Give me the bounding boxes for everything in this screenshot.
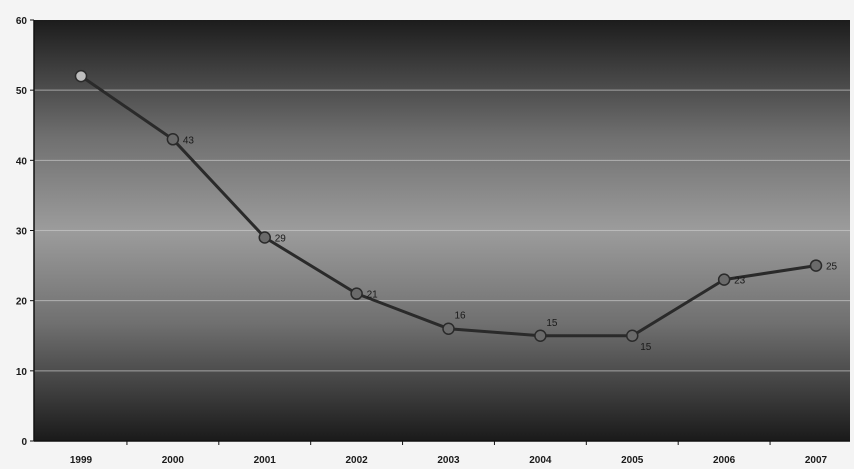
data-label-1: 43 bbox=[183, 135, 195, 146]
y-tick-label-6: 60 bbox=[16, 16, 28, 27]
y-tick-label-2: 20 bbox=[16, 297, 28, 308]
data-labels: 43 29 21 16 15 15 23 25 bbox=[183, 135, 838, 352]
y-tick-labels: 0 10 20 30 40 50 60 bbox=[16, 16, 28, 448]
x-tick-label-3: 2002 bbox=[346, 455, 369, 466]
x-tick-label-0: 1999 bbox=[70, 455, 93, 466]
y-tick-label-5: 50 bbox=[16, 86, 28, 97]
data-points bbox=[74, 69, 823, 342]
data-label-8: 25 bbox=[826, 262, 838, 273]
data-point-4 bbox=[442, 322, 455, 335]
data-point-6 bbox=[626, 329, 639, 342]
data-label-3: 21 bbox=[367, 290, 379, 301]
x-tick-label-8: 2007 bbox=[805, 455, 828, 466]
x-tick-labels: 1999 2000 2001 2002 2003 2004 2005 2006 2007 bbox=[70, 455, 828, 466]
x-tick-label-6: 2005 bbox=[621, 455, 644, 466]
y-tick-label-0: 0 bbox=[21, 437, 27, 448]
y-tick-label-4: 40 bbox=[16, 156, 28, 167]
x-tick-label-2: 2001 bbox=[254, 455, 277, 466]
y-tick-label-1: 10 bbox=[16, 367, 28, 378]
data-point-3 bbox=[350, 287, 363, 300]
data-label-7: 23 bbox=[734, 276, 746, 287]
x-tick-label-7: 2006 bbox=[713, 455, 736, 466]
x-tick-label-4: 2003 bbox=[437, 455, 460, 466]
data-label-4: 16 bbox=[455, 311, 467, 322]
x-tick-label-1: 2000 bbox=[162, 455, 185, 466]
data-point-2 bbox=[258, 231, 271, 244]
data-point-5 bbox=[534, 329, 547, 342]
data-point-0 bbox=[74, 69, 88, 83]
y-tick-label-3: 30 bbox=[16, 227, 28, 238]
data-label-2: 29 bbox=[275, 234, 287, 245]
gridlines bbox=[34, 89, 850, 372]
data-label-5: 15 bbox=[546, 318, 558, 329]
data-label-6: 15 bbox=[640, 342, 652, 353]
data-point-8 bbox=[809, 259, 823, 272]
axes bbox=[30, 19, 850, 445]
data-point-7 bbox=[717, 273, 731, 286]
data-point-1 bbox=[166, 133, 180, 146]
x-tick-label-5: 2004 bbox=[529, 455, 552, 466]
